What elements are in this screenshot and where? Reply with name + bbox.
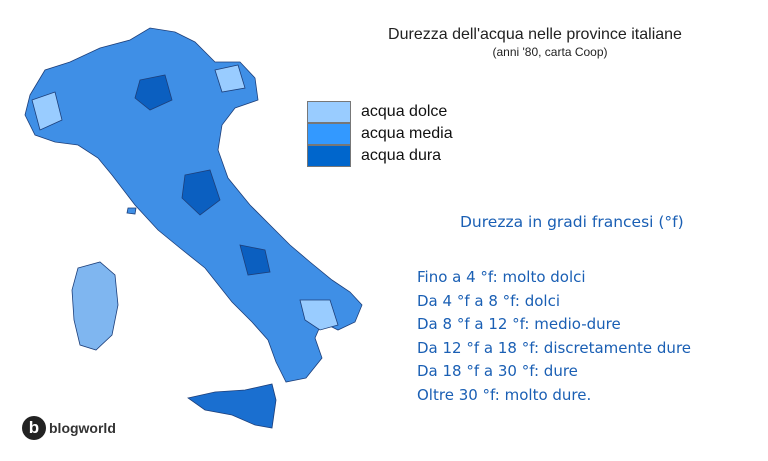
map-subtitle: (anni '80, carta Coop) xyxy=(492,45,608,59)
sicily xyxy=(187,383,277,429)
scale-item: Da 4 °f a 8 °f: dolci xyxy=(417,291,560,310)
legend-label: acqua media xyxy=(361,125,453,142)
legend-item-dolce: acqua dolce xyxy=(307,101,453,123)
elba-island xyxy=(126,207,137,215)
map-title: Durezza dell'acqua nelle province italia… xyxy=(388,26,682,43)
scale-item: Oltre 30 °f: molto dure. xyxy=(417,385,592,404)
scale-item: Da 18 °f a 30 °f: dure xyxy=(417,362,578,380)
scale-item: Da 8 °f a 12 °f: medio-dure xyxy=(417,315,621,333)
legend-label: acqua dolce xyxy=(361,103,448,120)
legend-item-dura: acqua dura xyxy=(307,145,453,167)
hardness-scale: Fino a 4 °f: molto dolci Da 4 °f a 8 °f:… xyxy=(417,266,691,407)
light-region-south xyxy=(299,299,339,331)
dark-region-north xyxy=(134,74,173,111)
logo-text: blogworld xyxy=(49,420,116,436)
scale-title: Durezza in gradi francesi (°f) xyxy=(460,213,684,231)
legend-label: acqua dura xyxy=(361,147,442,164)
legend-item-media: acqua media xyxy=(307,123,453,145)
legend-swatch xyxy=(307,145,351,167)
sardinia xyxy=(71,261,119,351)
blogworld-logo: b blogworld xyxy=(22,416,116,440)
dark-region-south xyxy=(239,244,271,276)
scale-item: Da 12 °f a 18 °f: discretamente dure xyxy=(417,338,692,357)
scale-item: Fino a 4 °f: molto dolci xyxy=(417,268,586,286)
light-region-northwest xyxy=(31,91,63,131)
legend-swatch xyxy=(307,123,351,145)
legend-swatch xyxy=(307,101,351,123)
dark-region-central xyxy=(181,169,221,216)
legend: acqua dolce acqua media acqua dura xyxy=(307,101,453,167)
logo-icon: b xyxy=(22,416,46,440)
light-region-northeast xyxy=(214,64,246,93)
